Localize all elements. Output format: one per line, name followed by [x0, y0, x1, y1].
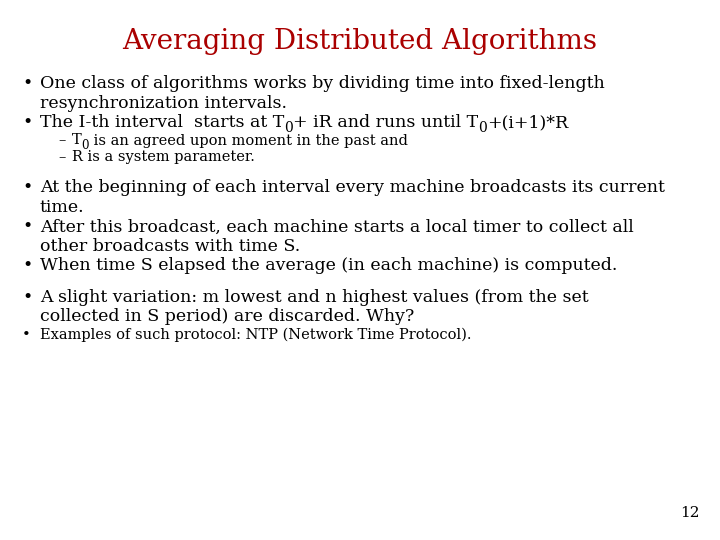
Text: 0: 0 — [284, 121, 293, 135]
Text: •: • — [22, 114, 32, 131]
Text: is an agreed upon moment in the past and: is an agreed upon moment in the past and — [89, 133, 408, 147]
Text: •: • — [22, 75, 32, 92]
Text: 0: 0 — [478, 121, 487, 135]
Text: One class of algorithms works by dividing time into fixed-length
resynchronizati: One class of algorithms works by dividin… — [40, 75, 605, 112]
Text: A slight variation: m lowest and n highest values (from the set
collected in S p: A slight variation: m lowest and n highe… — [40, 289, 589, 326]
Text: •: • — [22, 328, 31, 342]
Text: The I-th interval  starts at T: The I-th interval starts at T — [40, 114, 284, 131]
Text: •: • — [22, 218, 32, 235]
Text: After this broadcast, each machine starts a local timer to collect all
other bro: After this broadcast, each machine start… — [40, 218, 634, 255]
Text: •: • — [22, 179, 32, 197]
Text: When time S elapsed the average (in each machine) is computed.: When time S elapsed the average (in each… — [40, 258, 617, 274]
Text: 12: 12 — [680, 506, 700, 520]
Text: R is a system parameter.: R is a system parameter. — [72, 151, 255, 165]
Text: Averaging Distributed Algorithms: Averaging Distributed Algorithms — [122, 28, 598, 55]
Text: •: • — [22, 258, 32, 274]
Text: +(i+1)*R: +(i+1)*R — [487, 114, 568, 131]
Text: •: • — [22, 289, 32, 306]
Text: –: – — [58, 151, 66, 165]
Text: –: – — [58, 133, 66, 147]
Text: + iR and runs until T: + iR and runs until T — [293, 114, 478, 131]
Text: At the beginning of each interval every machine broadcasts its current
time.: At the beginning of each interval every … — [40, 179, 665, 216]
Text: Examples of such protocol: NTP (Network Time Protocol).: Examples of such protocol: NTP (Network … — [40, 328, 472, 342]
Text: T: T — [72, 133, 82, 147]
Text: 0: 0 — [82, 139, 89, 152]
